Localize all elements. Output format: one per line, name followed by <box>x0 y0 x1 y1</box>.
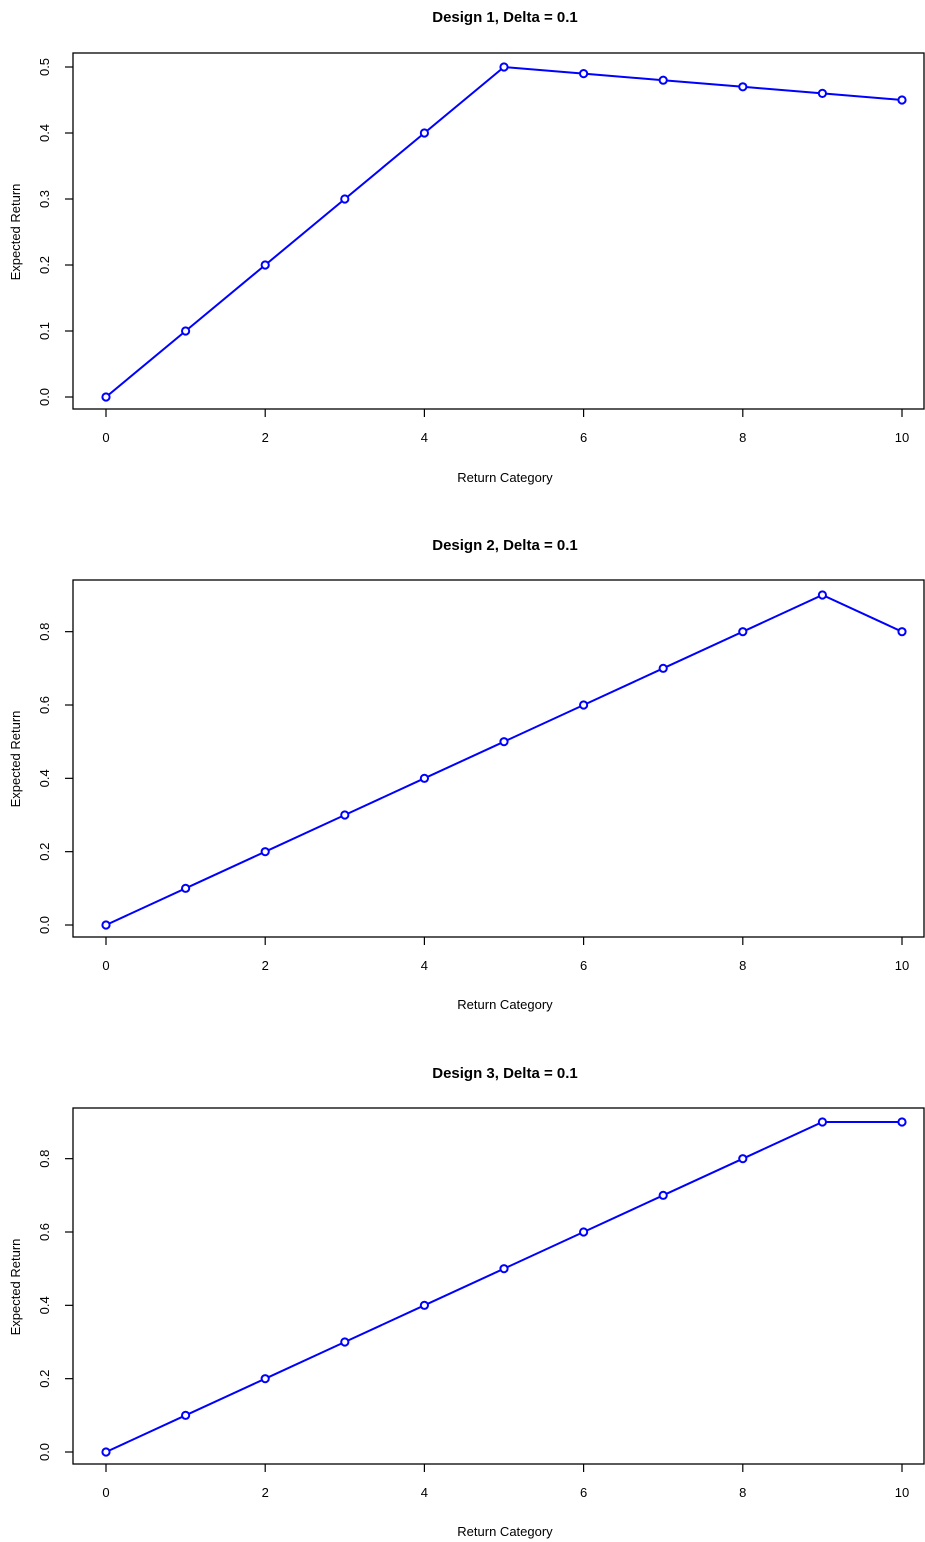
y-tick-label: 0.0 <box>37 388 52 406</box>
y-axis-label: Expected Return <box>8 711 23 808</box>
data-point <box>817 88 828 99</box>
y-tick-label: 0.6 <box>37 1223 52 1241</box>
y-tick-label: 0.1 <box>37 322 52 340</box>
plot-frame <box>72 1107 925 1465</box>
x-tick-label: 10 <box>895 430 909 445</box>
series-line <box>105 1121 902 1453</box>
x-tick-label: 8 <box>739 958 746 973</box>
x-axis-label: Return Category <box>457 1524 553 1539</box>
data-point <box>260 1374 270 1384</box>
y-tick-label: 0.3 <box>37 190 52 208</box>
plot-frame <box>72 52 925 410</box>
data-point <box>738 1154 748 1164</box>
y-axis-label: Expected Return <box>8 1239 23 1336</box>
y-tick-label: 0.4 <box>37 124 52 142</box>
data-point <box>101 1447 111 1457</box>
y-axis-label: Expected Return <box>8 184 23 281</box>
y-tick-label: 0.8 <box>37 623 52 641</box>
data-point <box>579 1227 589 1237</box>
data-point <box>738 82 748 92</box>
chart-panel-design-1: Design 1, Delta = 0.1 Return Category Ex… <box>8 9 925 485</box>
data-point <box>579 69 589 79</box>
data-point <box>499 1264 509 1274</box>
chart-panel-design-2: Design 2, Delta = 0.1 Return Category Ex… <box>8 537 925 1012</box>
x-tick-label: 10 <box>895 958 909 973</box>
data-point <box>340 194 350 204</box>
x-axis-label: Return Category <box>457 470 553 485</box>
data-point <box>897 627 907 637</box>
data-point <box>658 1190 668 1200</box>
y-tick-label: 0.6 <box>37 696 52 714</box>
x-tick-label: 2 <box>262 430 269 445</box>
x-tick-label: 0 <box>102 430 109 445</box>
y-tick-label: 0.0 <box>37 1443 52 1461</box>
x-tick-label: 0 <box>102 1485 109 1500</box>
data-point <box>658 663 668 673</box>
data-point <box>579 700 589 710</box>
x-tick-label: 10 <box>895 1485 909 1500</box>
y-tick-label: 0.0 <box>37 916 52 934</box>
data-point <box>181 1410 191 1420</box>
data-point <box>181 326 191 336</box>
x-axis-label: Return Category <box>457 997 553 1012</box>
data-point <box>419 128 429 138</box>
x-tick-label: 6 <box>580 1485 587 1500</box>
data-point <box>658 75 668 85</box>
x-tick-label: 6 <box>580 430 587 445</box>
plot-frame <box>72 579 925 938</box>
y-tick-label: 0.2 <box>37 1370 52 1388</box>
x-tick-label: 4 <box>421 1485 428 1500</box>
x-tick-label: 2 <box>262 958 269 973</box>
series-line <box>105 65 903 398</box>
data-point <box>419 773 429 783</box>
data-point <box>260 847 270 857</box>
data-point <box>340 1337 350 1347</box>
data-point <box>499 62 509 72</box>
series-line <box>105 593 903 926</box>
data-point <box>897 95 907 105</box>
data-point <box>419 1300 429 1310</box>
data-point <box>101 920 111 930</box>
x-tick-label: 4 <box>421 430 428 445</box>
x-tick-label: 0 <box>102 958 109 973</box>
y-tick-label: 0.5 <box>37 58 52 76</box>
y-tick-label: 0.2 <box>37 843 52 861</box>
chart-title: Design 2, Delta = 0.1 <box>432 537 577 554</box>
chart-panel-design-3: Design 3, Delta = 0.1 Return Category Ex… <box>8 1065 925 1539</box>
data-point <box>499 737 509 747</box>
x-tick-label: 6 <box>580 958 587 973</box>
data-point <box>897 1117 907 1127</box>
chart-title: Design 1, Delta = 0.1 <box>432 9 577 26</box>
y-tick-label: 0.4 <box>37 769 52 787</box>
data-point <box>340 810 350 820</box>
data-point <box>738 627 748 637</box>
data-point <box>817 590 828 600</box>
data-point <box>181 883 191 893</box>
x-tick-label: 8 <box>739 1485 746 1500</box>
chart-title: Design 3, Delta = 0.1 <box>432 1065 577 1082</box>
data-point <box>101 392 111 402</box>
x-tick-label: 2 <box>262 1485 269 1500</box>
data-point <box>260 260 270 270</box>
x-tick-label: 4 <box>421 958 428 973</box>
y-tick-label: 0.4 <box>37 1296 52 1314</box>
y-tick-label: 0.2 <box>37 256 52 274</box>
y-tick-label: 0.8 <box>37 1150 52 1168</box>
x-tick-label: 8 <box>739 430 746 445</box>
data-point <box>817 1117 828 1127</box>
